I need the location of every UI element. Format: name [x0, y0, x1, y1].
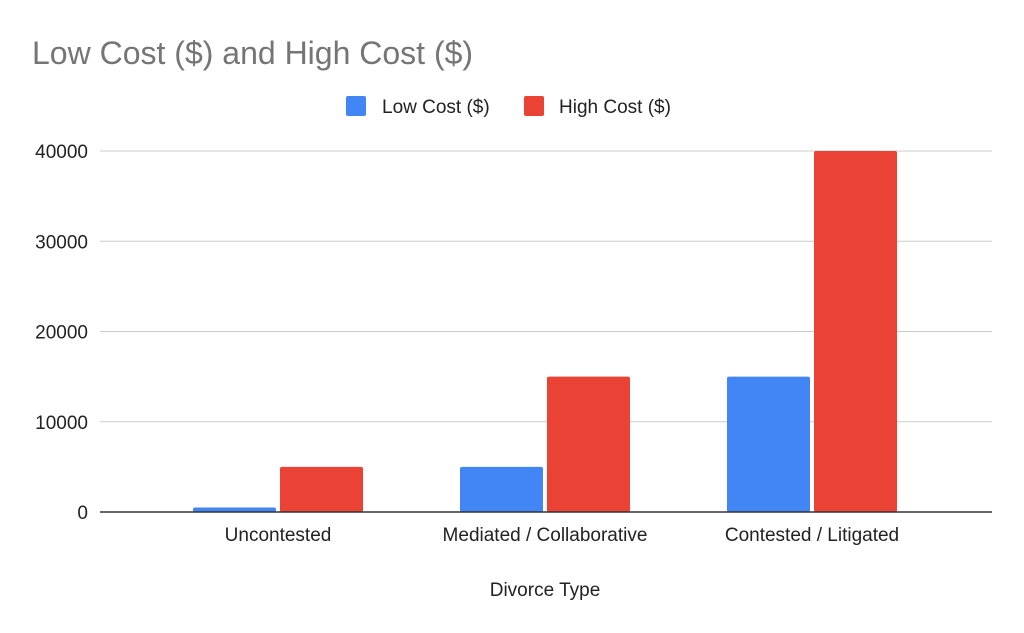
y-tick-label: 30000 — [35, 232, 88, 253]
bar-low-cost — [727, 376, 810, 512]
chart-title: Low Cost ($) and High Cost ($) — [32, 35, 473, 71]
y-tick-label: 0 — [77, 503, 88, 524]
bar-high-cost — [280, 466, 363, 512]
bar-high-cost — [547, 376, 630, 512]
legend-label-low-cost: Low Cost ($) — [382, 97, 490, 118]
x-tick-label: Contested / Litigated — [725, 525, 899, 546]
bars — [193, 151, 897, 512]
x-tick-label: Uncontested — [225, 525, 332, 546]
legend-swatch-high-cost — [524, 96, 544, 116]
x-axis-ticks: Uncontested Mediated / Collaborative Conte… — [225, 525, 899, 546]
x-axis-title: Divorce Type — [490, 580, 601, 601]
legend: Low Cost ($) High Cost ($) — [346, 96, 671, 118]
x-tick-label: Mediated / Collaborative — [443, 525, 648, 546]
y-tick-label: 20000 — [35, 323, 88, 344]
legend-swatch-low-cost — [346, 96, 366, 116]
y-tick-label: 10000 — [35, 413, 88, 434]
legend-label-high-cost: High Cost ($) — [559, 97, 671, 118]
bar-low-cost — [460, 466, 543, 512]
y-tick-label: 40000 — [35, 142, 88, 163]
bar-low-cost — [193, 507, 276, 512]
bar-high-cost — [814, 151, 897, 512]
y-axis-ticks: 0 10000 20000 30000 40000 — [35, 142, 88, 524]
